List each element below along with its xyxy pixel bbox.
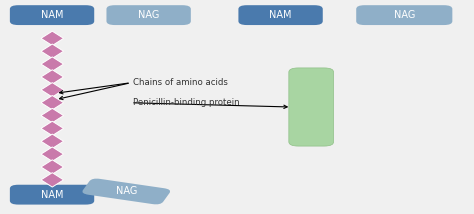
FancyBboxPatch shape [82, 179, 170, 204]
FancyBboxPatch shape [289, 68, 334, 146]
Polygon shape [41, 173, 64, 187]
Polygon shape [41, 95, 64, 110]
FancyBboxPatch shape [356, 5, 452, 25]
Polygon shape [41, 44, 64, 58]
Polygon shape [41, 57, 64, 71]
Polygon shape [41, 31, 64, 46]
Text: NAM: NAM [41, 10, 64, 20]
Text: NAG: NAG [116, 186, 137, 196]
Polygon shape [41, 108, 64, 123]
FancyBboxPatch shape [107, 5, 191, 25]
Polygon shape [41, 70, 64, 84]
Polygon shape [41, 160, 64, 174]
Polygon shape [41, 147, 64, 161]
Text: NAM: NAM [41, 190, 64, 200]
Text: NAG: NAG [138, 10, 159, 20]
Polygon shape [41, 83, 64, 97]
Text: NAG: NAG [393, 10, 415, 20]
Polygon shape [41, 121, 64, 136]
FancyBboxPatch shape [10, 5, 94, 25]
Text: NAM: NAM [269, 10, 292, 20]
FancyBboxPatch shape [238, 5, 323, 25]
FancyBboxPatch shape [10, 185, 94, 205]
Text: Penicillin-binding protein: Penicillin-binding protein [133, 98, 240, 107]
Text: Chains of amino acids: Chains of amino acids [133, 78, 228, 87]
Polygon shape [41, 134, 64, 149]
